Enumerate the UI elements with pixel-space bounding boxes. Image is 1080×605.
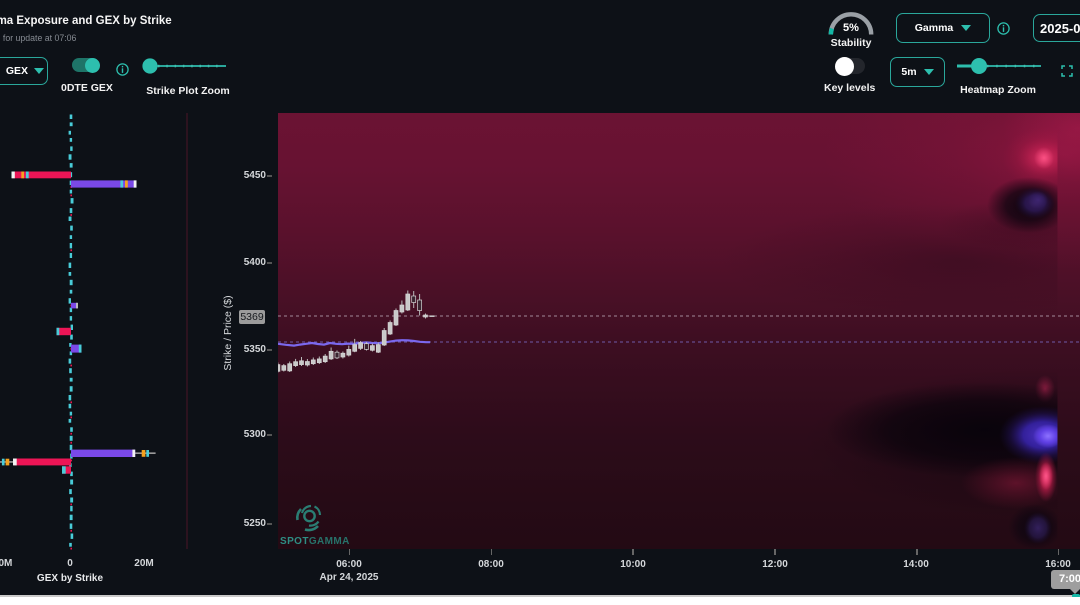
svg-text:SPOTGAMMA: SPOTGAMMA xyxy=(280,536,350,547)
